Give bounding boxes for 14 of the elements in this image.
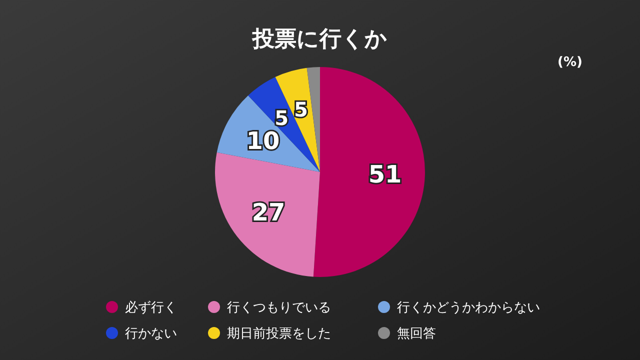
data-label: 51 <box>368 160 402 188</box>
legend-label: 無回答 <box>397 326 436 342</box>
pie-slice <box>215 152 320 277</box>
chart-title: 投票に行くか <box>252 27 388 52</box>
legend-label: 必ず行く <box>125 300 177 316</box>
legend-label: 期日前投票をした <box>227 326 331 342</box>
legend-label: 行くかどうかわからない <box>397 300 540 316</box>
text: (%) <box>558 55 582 70</box>
data-label: 27 <box>252 198 286 226</box>
data-label: 5 <box>294 97 308 122</box>
pie-slice <box>313 67 425 277</box>
legend-label: 行くつもりでいる <box>227 300 331 316</box>
legend-label: 行かない <box>125 326 177 342</box>
pie-slice <box>306 67 320 172</box>
